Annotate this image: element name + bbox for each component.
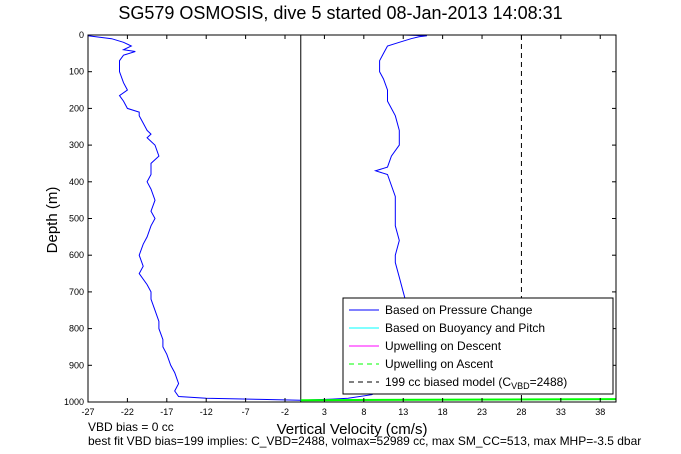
y-tick-label: 1000 <box>64 397 84 407</box>
x-tick-label: -12 <box>200 407 213 417</box>
x-tick-label: 8 <box>361 407 366 417</box>
y-tick-label: 700 <box>69 287 84 297</box>
series-line-0 <box>88 35 301 401</box>
y-tick-label: 400 <box>69 177 84 187</box>
y-tick-label: 300 <box>69 140 84 150</box>
legend-label: Based on Pressure Change <box>385 303 533 317</box>
y-tick-label: 100 <box>69 67 84 77</box>
legend-box <box>342 297 614 395</box>
x-tick-label: 28 <box>516 407 526 417</box>
x-tick-label: -7 <box>242 407 250 417</box>
x-tick-label: 18 <box>438 407 448 417</box>
legend-tail: =2488) <box>530 375 568 389</box>
figure-title: SG579 OSMOSIS, dive 5 started 08-Jan-201… <box>118 3 563 23</box>
y-tick-label: 200 <box>69 103 84 113</box>
y-tick-label: 0 <box>79 30 84 40</box>
x-tick-label: 3 <box>322 407 327 417</box>
legend-label: Upwelling on Ascent <box>385 357 494 371</box>
legend-label: Upwelling on Descent <box>385 339 502 353</box>
y-tick-label: 500 <box>69 214 84 224</box>
x-tick-label: -2 <box>281 407 289 417</box>
y-tick-label: 900 <box>69 360 84 370</box>
x-tick-label: 13 <box>398 407 408 417</box>
y-axis-label: Depth (m) <box>44 187 61 254</box>
legend-label: Based on Buoyancy and Pitch <box>385 321 545 335</box>
x-tick-label: 38 <box>595 407 605 417</box>
x-tick-label: 33 <box>556 407 566 417</box>
bias-note: VBD bias = 0 cc <box>88 420 174 434</box>
legend-subscript: VBD <box>511 381 530 391</box>
x-tick-label: -22 <box>121 407 134 417</box>
x-axis-label: Vertical Velocity (cm/s) <box>277 421 428 438</box>
legend-label: 199 cc biased model (CVBD=2488) <box>385 375 567 391</box>
y-tick-label: 800 <box>69 324 84 334</box>
x-tick-label: -17 <box>160 407 173 417</box>
x-tick-label: 23 <box>477 407 487 417</box>
y-tick-label: 600 <box>69 250 84 260</box>
fit-note: best fit VBD bias=199 implies: C_VBD=248… <box>88 434 642 448</box>
x-tick-label: -27 <box>81 407 94 417</box>
legend: Based on Pressure Change Based on Buoyanc… <box>342 297 614 395</box>
series-line-2 <box>300 398 616 402</box>
